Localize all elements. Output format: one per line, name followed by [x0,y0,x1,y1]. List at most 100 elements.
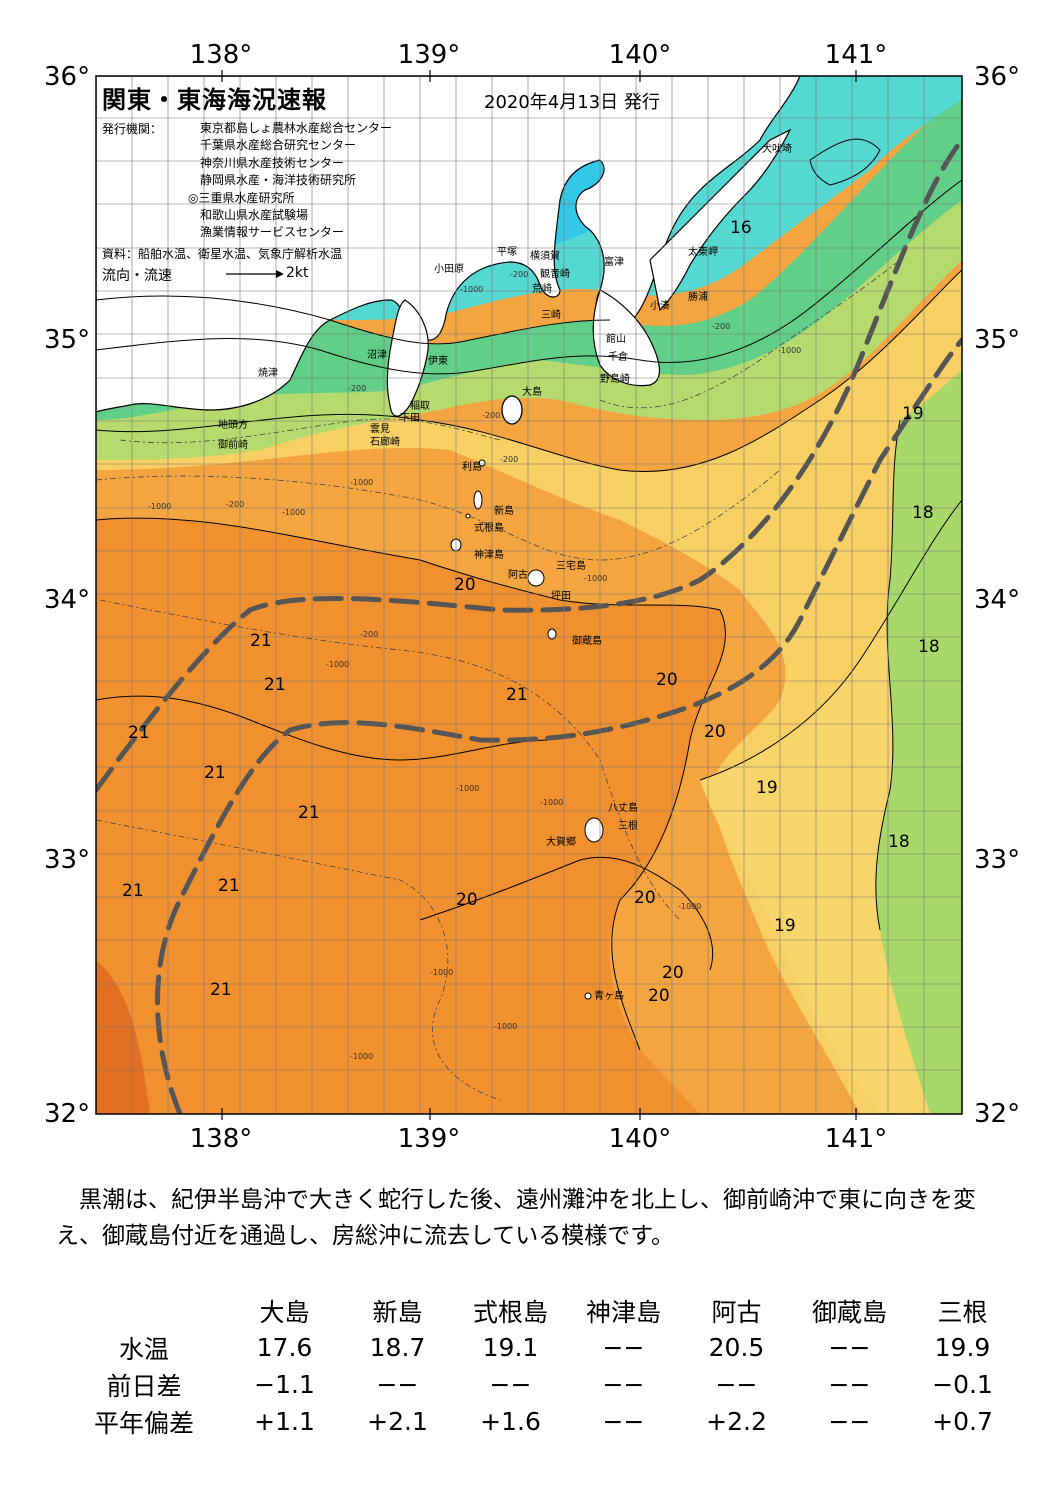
island-aogashima [584,992,592,1000]
lon-bottom-139: 139° [397,1124,461,1154]
table-cell: 20.5 [708,1333,765,1362]
place-label: 勝浦 [688,292,708,303]
temp-label: 21 [264,675,286,695]
depth-label: -1000 [540,798,564,807]
place-label: 阿古 [508,570,528,581]
table-cell: −0.1 [932,1370,993,1399]
temp-label: 21 [218,876,240,896]
temp-label: 18 [912,503,934,523]
station-header: 三根 [937,1297,988,1327]
kuroshio-axis-south [155,337,962,1114]
temp-label: 20 [662,963,684,983]
place-label: 稲取 [410,401,430,412]
data-source: 資料：船舶水温、衛星水温、気象庁解析水温 [102,247,343,261]
depth-label: -1000 [326,660,350,669]
lat-left-33: 33° [44,845,91,875]
publishers-label: 発行機関： [102,122,163,136]
place-label: 雲見 [370,424,390,435]
kuroshio-axis [96,137,962,1114]
place-label: 御蔵島 [572,636,602,647]
depth-label: -200 [500,455,519,464]
sea-19-zone [96,270,962,1114]
sea-21-zone [96,518,726,1114]
place-label: 三根 [618,821,638,832]
table-cell: +1.1 [254,1407,315,1436]
table-cell: −− [828,1370,871,1399]
map-title: 関東・東海海況速報 [102,86,327,114]
flow-legend-unit: 2kt [286,265,309,281]
lat-left-34: 34° [44,585,91,615]
table-cell: 19.1 [482,1333,539,1362]
publisher-item: 神奈川県水産技術センター [200,155,345,170]
temp-label: 20 [704,722,726,742]
lon-bottom-138: 138° [189,1124,253,1154]
island-niijima [473,490,483,510]
temp-label: 19 [756,778,778,798]
place-label: 大賀郷 [546,837,576,848]
temp-label: 18 [888,832,910,852]
place-label: 焼津 [258,368,278,379]
place-label: 石廊崎 [370,437,400,448]
flow-arrow-legend-icon [226,270,284,278]
row-label: 水温 [118,1334,169,1364]
temp-label: 21 [210,980,232,1000]
sea-18-zone [875,370,962,1114]
place-label: 沼津 [367,350,387,361]
place-label: 御前崎 [218,440,248,451]
land-izu-peninsula [386,299,429,417]
lat-right-34: 34° [974,585,1021,615]
depth-label: -1000 [584,574,608,583]
publisher-item: 東京都島しょ農林水産総合センター [200,121,393,135]
place-label: 神津島 [474,550,504,561]
temp-label: 21 [298,803,320,823]
table-corner [60,1292,228,1329]
lon-top-141: 141° [824,40,888,70]
lon-bottom-140: 140° [608,1124,672,1154]
depth-label: -200 [712,322,731,331]
sea-17-zone [96,90,962,420]
table-cell: 17.6 [256,1333,313,1362]
place-label: 館山 [606,334,626,345]
place-label: 観音崎 [540,269,570,280]
place-label: 三宅島 [556,561,586,572]
island-mikurajima [547,628,557,640]
lat-right-32: 32° [974,1099,1021,1129]
land-boso-peninsula [592,289,660,387]
table-cell: −− [376,1370,419,1399]
temp-label: 21 [250,631,272,651]
temp-label: 20 [454,575,476,595]
table-cell: −− [489,1370,532,1399]
temp-label: 18 [918,637,940,657]
depth-label: -1000 [778,346,802,355]
station-header: 阿古 [711,1297,762,1327]
publisher-item: 漁業情報サービスセンター [200,225,345,240]
depth-label: -1000 [430,968,454,977]
table-cell: −− [602,1370,645,1399]
temp-label: 16 [730,218,752,238]
place-label: 犬吠埼 [762,144,792,155]
depth-label: -200 [482,411,501,420]
place-label: 平塚 [497,247,517,258]
flow-legend-label: 流向・流速 [102,268,172,284]
place-label: 新島 [494,506,514,517]
publisher-item: ◎三重県水産研究所 [188,190,295,205]
depth-label: -1000 [678,902,702,911]
lat-right-36: 36° [974,62,1021,92]
row-label: 平年偏差 [93,1408,194,1438]
place-label: 荒崎 [532,284,552,295]
table-cell: −− [602,1407,645,1436]
depth-label: -200 [360,630,379,639]
depth-label: -200 [348,384,367,393]
depth-label: -200 [510,270,529,279]
place-label: 千倉 [608,352,628,363]
table-row: 平年偏差 +1.1 +2.1 +1.6 −− +2.2 −− +0.7 [60,1403,1019,1440]
lon-bottom-141: 141° [824,1124,888,1154]
observation-table: 大島 新島 式根島 神津島 阿古 御蔵島 三根 水温 17.6 18.7 19.… [60,1292,1019,1440]
kuroshio-axis-center [96,137,962,793]
table-cell: +2.1 [367,1407,428,1436]
table-cell: −1.1 [254,1370,315,1399]
place-label: 横須賀 [530,251,560,262]
island-toshima [478,459,486,467]
table-cell: +0.7 [932,1407,993,1436]
lon-top-139: 139° [397,40,461,70]
